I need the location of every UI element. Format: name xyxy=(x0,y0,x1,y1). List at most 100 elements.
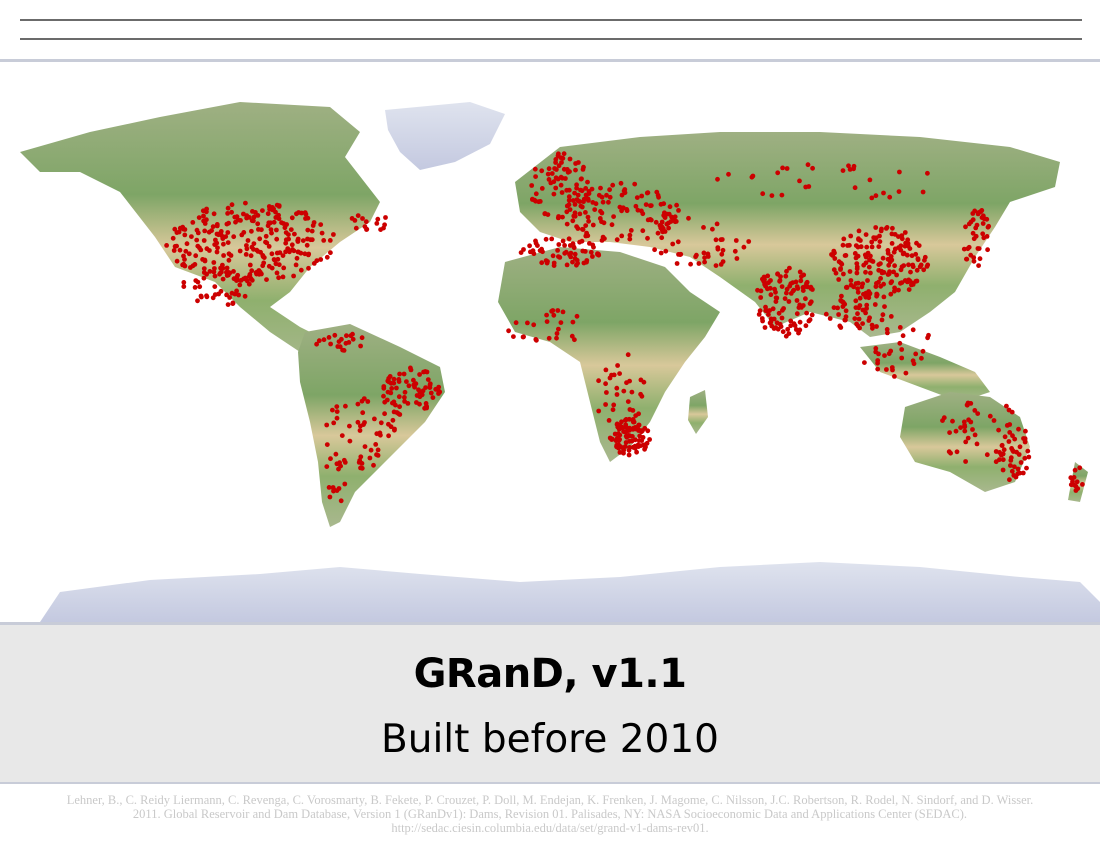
dam-marker xyxy=(579,204,585,210)
dam-marker xyxy=(561,151,567,157)
dam-marker xyxy=(198,293,204,299)
dam-marker xyxy=(1012,464,1017,470)
dam-marker xyxy=(218,229,224,234)
dam-marker xyxy=(792,323,798,328)
dam-marker xyxy=(773,295,779,301)
dam-marker xyxy=(596,192,602,198)
dam-marker xyxy=(784,286,790,292)
dam-marker xyxy=(274,227,279,233)
dam-marker xyxy=(885,250,891,256)
dam-marker xyxy=(566,236,572,242)
dam-marker xyxy=(192,285,198,290)
dam-marker xyxy=(257,236,263,242)
dam-marker xyxy=(654,189,660,195)
dam-marker xyxy=(182,257,187,262)
dam-marker xyxy=(913,251,919,257)
dam-marker xyxy=(625,352,631,358)
dam-marker xyxy=(886,351,892,357)
dam-marker xyxy=(907,246,913,252)
dam-marker xyxy=(855,286,860,291)
dam-marker xyxy=(617,450,623,455)
dam-marker xyxy=(876,244,882,250)
dam-marker xyxy=(970,230,976,236)
dam-marker xyxy=(614,237,620,243)
dam-marker xyxy=(390,417,396,423)
dam-marker xyxy=(232,291,238,297)
dam-marker xyxy=(225,205,231,211)
dam-marker xyxy=(198,247,204,253)
dam-marker xyxy=(857,295,863,301)
dam-marker xyxy=(623,417,628,423)
dam-marker xyxy=(533,238,538,244)
dam-marker xyxy=(868,270,873,276)
dam-marker xyxy=(204,293,209,299)
dam-marker xyxy=(803,184,809,190)
dam-marker xyxy=(617,204,623,210)
dam-marker xyxy=(591,244,596,250)
dam-marker xyxy=(666,225,671,231)
dam-marker xyxy=(779,315,785,321)
dam-marker xyxy=(386,421,391,427)
dam-marker xyxy=(881,281,886,287)
dam-marker xyxy=(241,230,247,235)
dam-marker xyxy=(1008,463,1013,468)
dam-marker xyxy=(221,253,227,258)
dam-marker xyxy=(808,284,814,290)
dam-marker xyxy=(663,248,669,254)
dam-marker xyxy=(408,365,413,371)
dam-marker xyxy=(715,246,721,252)
dam-marker xyxy=(309,228,315,234)
dam-marker xyxy=(603,367,609,373)
dam-marker xyxy=(589,186,595,192)
dam-marker xyxy=(770,306,776,312)
dam-marker xyxy=(899,236,905,242)
dam-marker xyxy=(268,220,273,226)
dam-marker xyxy=(603,402,608,407)
dam-marker xyxy=(536,199,542,205)
dam-marker xyxy=(249,218,255,224)
dam-marker xyxy=(207,269,213,274)
dam-marker xyxy=(803,296,808,302)
dam-marker xyxy=(375,216,381,222)
dam-marker xyxy=(232,214,238,220)
dam-marker xyxy=(274,214,280,220)
dam-marker xyxy=(1026,454,1032,460)
dam-marker xyxy=(378,420,384,426)
dam-marker xyxy=(877,233,882,239)
dam-marker xyxy=(542,211,548,217)
dam-marker xyxy=(397,404,402,410)
dam-marker xyxy=(539,168,545,174)
dam-marker xyxy=(869,195,875,201)
dam-marker xyxy=(358,454,364,460)
dam-marker xyxy=(551,263,557,268)
dam-marker xyxy=(796,305,802,310)
dam-marker xyxy=(218,265,224,271)
dam-marker xyxy=(266,263,272,269)
dam-marker xyxy=(905,241,911,246)
dam-marker xyxy=(265,211,271,217)
dam-marker xyxy=(417,372,422,377)
dam-marker xyxy=(573,167,578,173)
dam-marker xyxy=(806,318,812,324)
dam-marker xyxy=(310,223,316,228)
dam-marker xyxy=(306,251,312,257)
dam-marker xyxy=(762,325,768,330)
citation-line: 2011. Global Reservoir and Dam Database,… xyxy=(132,807,968,821)
dam-marker xyxy=(878,261,883,266)
dam-marker xyxy=(1009,468,1015,474)
dam-marker xyxy=(567,169,572,174)
dam-marker xyxy=(558,320,564,325)
dam-marker xyxy=(601,220,607,226)
dam-marker xyxy=(662,210,667,216)
dam-marker xyxy=(610,182,616,188)
dam-marker xyxy=(560,155,566,161)
dam-marker xyxy=(520,334,526,340)
dam-marker xyxy=(365,399,371,404)
dam-marker xyxy=(869,244,875,250)
dam-marker xyxy=(609,437,615,442)
dam-marker xyxy=(201,270,207,275)
dam-marker xyxy=(572,190,577,196)
dam-marker xyxy=(905,237,911,243)
dam-marker xyxy=(331,232,336,237)
dam-marker xyxy=(533,191,539,197)
